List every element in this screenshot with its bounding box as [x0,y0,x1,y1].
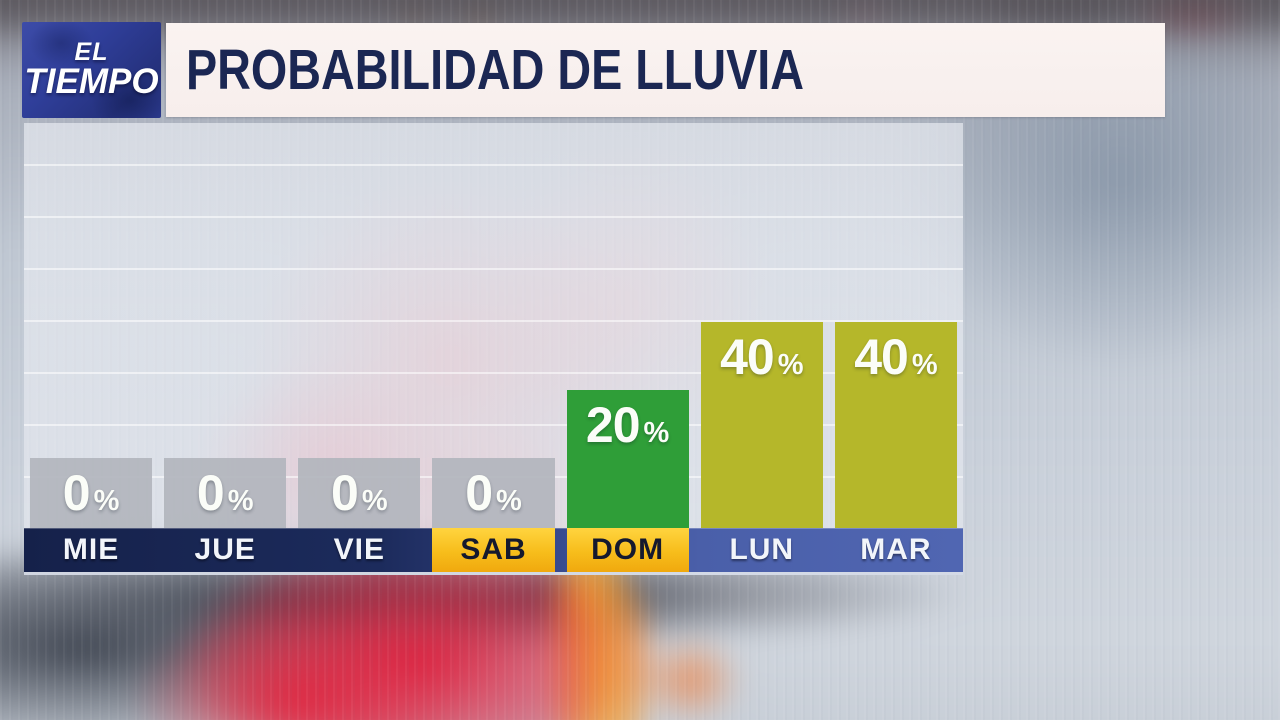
bar-value-number: 0 [331,465,359,521]
bar-value-label-mar: 40% [835,322,957,382]
bar-lun: 40% [700,322,823,528]
bar-value-label-dom: 20% [567,390,689,450]
percent-sign: % [361,485,388,517]
bar-value-number: 0 [62,465,91,521]
day-label-text: MIE [62,533,120,566]
day-label-text: LUN [729,533,795,566]
weekend-gold-chip: DOM [566,528,689,572]
bar-value-label-lun: 40% [701,322,823,382]
bar-mie: 0% [30,458,153,528]
bar-value-label-sab: 0% [432,458,554,518]
bar-sab: 0% [432,458,555,528]
bar-jue: 0% [164,458,287,528]
bar-value-number: 0 [465,465,493,521]
day-label-text: VIE [333,533,386,566]
day-label-dom: DOM [561,528,695,572]
chart-column-vie: 0% [292,123,426,528]
day-label-mie: MIE [24,528,158,572]
chart-column-sab: 0% [426,123,560,528]
percent-sign: % [911,349,938,381]
day-label-vie: VIE [292,528,426,572]
chart-column-mie: 0% [24,123,158,528]
day-label-text: JUE [194,533,256,566]
chart-bars: 0% 0% 0% 0% 20% 40% 40% [24,123,963,528]
percent-sign: % [643,417,670,449]
day-label-text: MAR [860,533,932,566]
bar-value-label-jue: 0% [164,458,286,518]
el-tiempo-logo: EL TIEMPO [22,22,161,118]
day-label-mar: MAR [829,528,963,572]
percent-sign: % [496,485,522,517]
percent-sign: % [227,485,254,517]
percent-sign: % [93,485,120,517]
weekend-gold-chip: SAB [432,528,555,572]
logo-line-tiempo: TIEMPO [24,62,159,101]
chart-panel: 0% 0% 0% 0% 20% 40% 40% [24,123,963,528]
day-label-jue: JUE [158,528,292,572]
chart-column-jue: 0% [158,123,292,528]
bar-value-number: 40 [720,329,775,385]
bar-value-number: 20 [585,397,641,453]
day-label-sab: SAB [426,528,560,572]
bar-value-label-mie: 0% [30,458,152,518]
bar-value-number: 40 [854,329,909,385]
bar-vie: 0% [298,458,421,528]
day-label-text: DOM [591,533,665,566]
day-label-lun: LUN [695,528,829,572]
title-bar: PROBABILIDAD DE LLUVIA [166,23,1165,117]
bar-mar: 40% [834,322,957,528]
day-label-text: SAB [460,533,527,566]
chart-column-dom: 20% [561,123,695,528]
page-title: PROBABILIDAD DE LLUVIA [186,38,805,102]
chart-column-mar: 40% [829,123,963,528]
day-axis: MIE JUE VIE SAB DOM LUN MAR [24,528,963,575]
percent-sign: % [777,349,804,381]
bar-value-label-vie: 0% [298,458,420,518]
logo-line-el: EL [74,38,109,66]
bar-value-number: 0 [196,465,225,521]
chart-column-lun: 40% [695,123,829,528]
bar-dom: 20% [566,390,689,528]
